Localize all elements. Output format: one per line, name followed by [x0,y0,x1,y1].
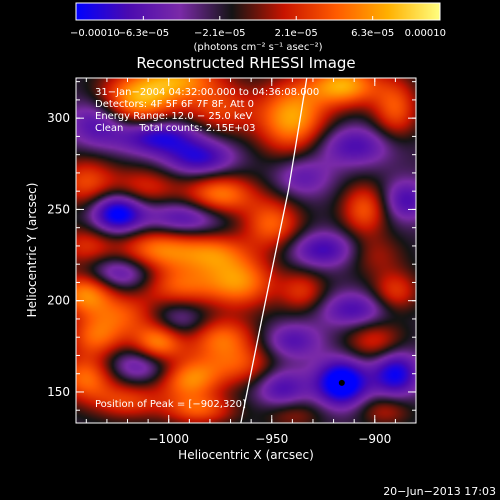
y-tick-label: 200 [47,294,70,308]
heatmap-area [76,78,416,423]
footer-timestamp: 20−Jun−2013 17:03 [383,485,496,498]
axis-tick-labels: −1000 −950 −900 150 200 250 300 [47,111,391,446]
y-tick-label: 300 [47,111,70,125]
annotation-block: 31−Jan−2004 04:32:00.000 to 04:36:08.000… [95,87,319,134]
colorbar-tick-label: −6.3e−05 [118,28,170,39]
annotation-line-energy: Energy Range: 12.0 − 25.0 keV [95,111,252,122]
colorbar-tick-label: 6.3e−05 [351,28,394,39]
x-tick-label: −900 [358,432,391,446]
axis-ticks [76,78,417,423]
x-tick-label: −1000 [148,432,189,446]
annotation-line-time: 31−Jan−2004 04:32:00.000 to 04:36:08.000 [95,87,319,98]
peak-position-text: Position of Peak = [−902,320] [95,399,246,410]
solar-limb-curve [240,78,308,423]
y-axis-label: Heliocentric Y (arcsec) [25,183,39,318]
x-axis-label: Heliocentric X (arcsec) [178,448,314,462]
colorbar-units: (photons cm⁻² s⁻¹ asec⁻²) [193,42,322,53]
colorbar-tick-label: 0.00010 [405,28,446,39]
y-tick-label: 250 [47,202,70,216]
y-tick-label: 150 [47,385,70,399]
x-tick-label: −950 [255,432,288,446]
colorbar-tick-label: 2.1e−05 [275,28,318,39]
peak-marker [338,379,345,386]
colorbar-tick-label: −0.00010 [70,28,120,39]
plot-frame [75,77,417,424]
colorbar-ticks: −0.00010−6.3e−05 −2.1e−05 2.1e−05 6.3e−05 0.… [70,16,446,39]
chart-title: Reconstructed RHESSI Image [136,54,355,72]
annotation-line-detectors: Detectors: 4F 5F 6F 7F 8F, Att 0 [95,99,254,110]
annotation-line-counts: Clean Total counts: 2.15E+03 [95,123,255,134]
colorbar-tick-label: −2.1e−05 [194,28,246,39]
colorbar [75,2,441,21]
heatmap-image [76,78,416,423]
